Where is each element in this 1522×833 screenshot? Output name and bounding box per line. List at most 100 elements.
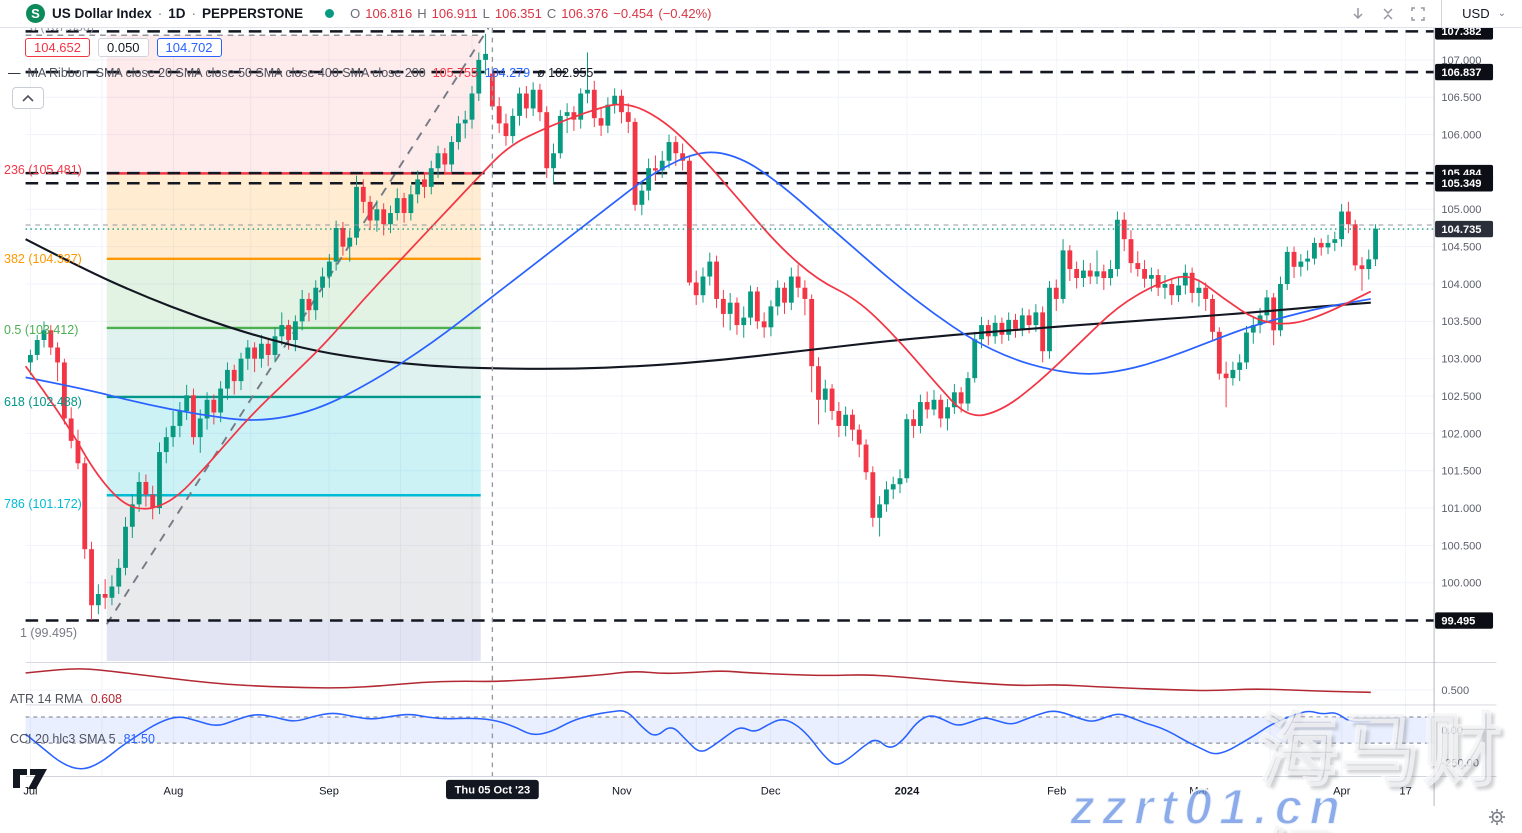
svg-text:106.000: 106.000 bbox=[1441, 129, 1481, 141]
high-value: 106.911 bbox=[431, 6, 478, 21]
tradingview-logo[interactable] bbox=[12, 768, 52, 790]
svg-text:107.000: 107.000 bbox=[1441, 55, 1481, 67]
exchange-label: PEPPERSTONE bbox=[202, 6, 304, 21]
ma-ribbon-lines[interactable] bbox=[24, 103, 1372, 510]
interval-label[interactable]: 1D bbox=[168, 6, 186, 21]
ma-ribbon-name[interactable]: MA Ribbon bbox=[27, 66, 89, 80]
chart-canvas[interactable]: 107.000 106.500 106.000 105.000 104.500 104.0… bbox=[0, 28, 1522, 833]
title-separator: · bbox=[157, 6, 163, 21]
cci-pane[interactable] bbox=[25, 709, 1434, 770]
svg-text:101.000: 101.000 bbox=[1441, 503, 1481, 515]
svg-text:106.837: 106.837 bbox=[1441, 67, 1481, 79]
svg-text:0.00: 0.00 bbox=[1441, 725, 1463, 737]
collapse-legend-button[interactable] bbox=[12, 87, 44, 109]
atr-legend[interactable]: ATR 14 RMA 0.608 bbox=[10, 692, 122, 706]
position-spread-value: 0.050 bbox=[98, 38, 149, 57]
svg-text:103.500: 103.500 bbox=[1441, 316, 1481, 328]
legend-line-marker: — bbox=[8, 66, 21, 80]
low-label: L bbox=[482, 6, 490, 21]
svg-text:Sep: Sep bbox=[319, 785, 339, 797]
svg-text:Thu 05 Oct '23: Thu 05 Oct '23 bbox=[455, 784, 531, 796]
svg-text:17: 17 bbox=[1399, 785, 1411, 797]
position-entry-price[interactable]: 104.702 bbox=[156, 38, 222, 57]
cci-legend[interactable]: CCI 20 hlc3 SMA 5 81.50 bbox=[10, 732, 155, 746]
svg-text:Dec: Dec bbox=[761, 785, 781, 797]
svg-text:100.000: 100.000 bbox=[1441, 578, 1481, 590]
cci-name[interactable]: CCI 20 hlc3 SMA 5 bbox=[10, 732, 116, 746]
svg-text:100.500: 100.500 bbox=[1441, 540, 1481, 552]
symbol-title[interactable]: US Dollar Index · 1D · PEPPERSTONE bbox=[52, 6, 303, 21]
svg-text:101.500: 101.500 bbox=[1441, 466, 1481, 478]
symbol-name: US Dollar Index bbox=[52, 6, 152, 21]
time-axis-settings-gear-icon[interactable] bbox=[1488, 808, 1506, 826]
svg-text:2024: 2024 bbox=[895, 785, 921, 797]
svg-text:105.349: 105.349 bbox=[1441, 178, 1481, 190]
fullscreen-icon bbox=[1411, 6, 1425, 21]
fib-level-label: 236 (105.481) bbox=[4, 163, 82, 178]
low-value: 106.351 bbox=[494, 6, 542, 21]
svg-text:Nov: Nov bbox=[612, 785, 632, 797]
pane-separators[interactable] bbox=[25, 28, 1497, 806]
arrow-down-icon bbox=[1353, 7, 1363, 19]
top-toolbar: S US Dollar Index · 1D · PEPPERSTONE O 1… bbox=[0, 0, 1522, 28]
change-value: −0.454 bbox=[613, 6, 654, 21]
svg-text:Apr: Apr bbox=[1333, 785, 1351, 797]
svg-text:Aug: Aug bbox=[164, 785, 184, 797]
svg-text:Feb: Feb bbox=[1047, 785, 1066, 797]
trendline-drawing[interactable] bbox=[105, 28, 490, 625]
sma-mean-value: ø 102.955 bbox=[537, 66, 594, 80]
fib-level-label: 786 (101.172) bbox=[4, 496, 82, 511]
svg-text:105.000: 105.000 bbox=[1441, 204, 1481, 216]
position-stop-price[interactable]: 104.652 bbox=[25, 38, 90, 57]
atr-name[interactable]: ATR 14 RMA bbox=[10, 692, 83, 706]
ohlc-readout: O 106.816 H 106.911 L 106.351 C 106.376 … bbox=[350, 6, 711, 21]
fullscreen-button[interactable] bbox=[1403, 2, 1433, 26]
fib-level-label: 618 (102.488) bbox=[4, 394, 82, 409]
cci-value: 81.50 bbox=[123, 732, 155, 746]
close-label: C bbox=[546, 6, 557, 21]
fib-level-label: 0.5 (103.412) bbox=[4, 323, 79, 338]
svg-text:106.500: 106.500 bbox=[1441, 92, 1481, 104]
chevron-down-icon: ⌄ bbox=[1497, 8, 1506, 19]
scroll-to-recent-button[interactable] bbox=[1343, 2, 1373, 26]
symbol-logo-letter: S bbox=[31, 6, 40, 21]
toolbar-divider bbox=[1441, 0, 1443, 28]
market-open-dot bbox=[325, 9, 335, 18]
svg-text:-250.00: -250.00 bbox=[1441, 758, 1479, 770]
price-axis[interactable]: 107.000 106.500 106.000 105.000 104.500 104.0… bbox=[1435, 28, 1494, 770]
svg-text:103.000: 103.000 bbox=[1441, 354, 1481, 366]
symbol-logo[interactable]: S bbox=[26, 4, 45, 23]
svg-text:99.495: 99.495 bbox=[1441, 615, 1475, 627]
sma50-value: 104.279 bbox=[484, 66, 531, 80]
currency-value: USD bbox=[1462, 6, 1490, 21]
horizontal-level-lines[interactable] bbox=[25, 30, 1434, 622]
svg-text:104.735: 104.735 bbox=[1441, 224, 1481, 236]
svg-text:102.000: 102.000 bbox=[1441, 428, 1481, 440]
position-tool: 104.652 0.050 104.702 bbox=[25, 38, 222, 57]
toolbar-right-buttons: USD ⌄ bbox=[1343, 0, 1516, 28]
sma20-value: 105.755 bbox=[432, 66, 478, 80]
svg-text:102.500: 102.500 bbox=[1441, 391, 1481, 403]
chevron-up-icon bbox=[22, 94, 34, 102]
svg-text:104.000: 104.000 bbox=[1441, 279, 1481, 291]
change-percent: (−0.42%) bbox=[658, 6, 712, 21]
high-label: H bbox=[417, 6, 427, 21]
atr-pane[interactable] bbox=[25, 668, 1371, 694]
last-price-line bbox=[25, 224, 1434, 230]
svg-text:Mar: Mar bbox=[1189, 785, 1208, 797]
collapse-panes-button[interactable] bbox=[1373, 2, 1403, 26]
open-value: 106.816 bbox=[365, 6, 413, 21]
currency-dropdown[interactable]: USD ⌄ bbox=[1452, 3, 1516, 24]
fib-level-label: 1 (99.495) bbox=[20, 626, 77, 641]
collapse-chevrons-icon bbox=[1383, 7, 1393, 20]
atr-value: 0.608 bbox=[90, 692, 122, 706]
svg-text:107.382: 107.382 bbox=[1441, 28, 1481, 38]
open-label: O bbox=[350, 6, 361, 21]
ma-ribbon-legend[interactable]: — MA Ribbon SMA close 20 SMA close 50 SM… bbox=[8, 66, 593, 80]
title-separator: · bbox=[191, 6, 197, 21]
svg-text:104.500: 104.500 bbox=[1441, 242, 1481, 254]
close-value: 106.376 bbox=[561, 6, 609, 21]
ma-ribbon-params: SMA close 20 SMA close 50 SMA close 400 … bbox=[95, 66, 426, 80]
